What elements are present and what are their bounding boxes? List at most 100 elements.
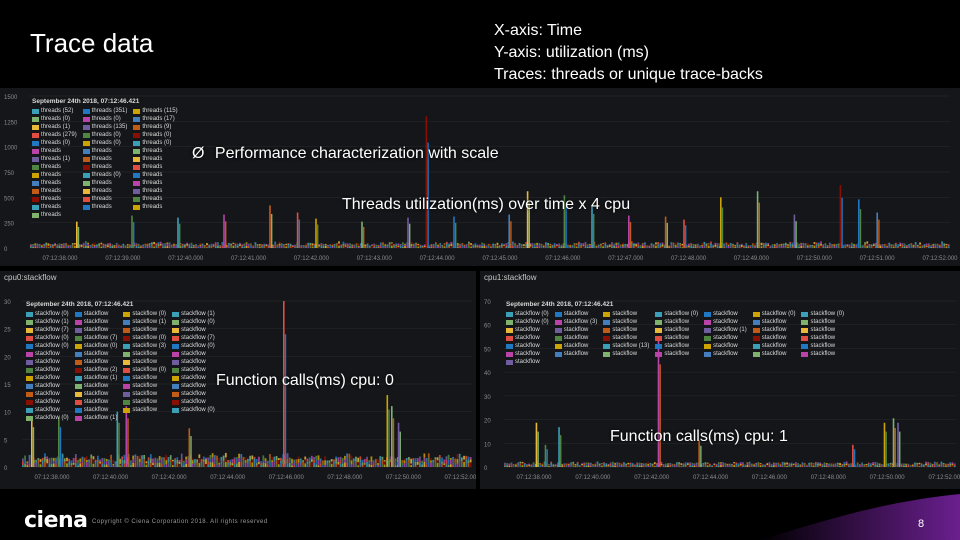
legend-entry[interactable]: stackflow [172,390,215,398]
legend-entry[interactable]: threads [32,187,77,195]
legend-entry[interactable]: stackflow [752,334,796,342]
legend-entry[interactable]: stackflow [603,318,649,326]
legend-entry[interactable]: threads (1) [32,155,77,163]
legend-entry[interactable]: stackflow [172,350,215,358]
legend-entry[interactable]: stackflow [74,382,118,390]
legend-entry[interactable]: threads [32,171,77,179]
legend-entry[interactable]: threads (1) [32,123,77,131]
legend-entry[interactable]: stackflow [603,334,649,342]
legend-entry[interactable]: threads (0) [82,171,128,179]
legend-entry[interactable]: stackflow [704,334,747,342]
legend-entry[interactable]: stackflow [704,350,747,358]
legend-entry[interactable]: threads (9) [133,123,177,131]
legend-entry[interactable]: stackflow (0) [655,310,698,318]
legend-entry[interactable]: threads (0) [82,131,128,139]
legend-entry[interactable]: stackflow [801,318,844,326]
legend-entry[interactable]: threads [82,179,128,187]
legend-entry[interactable]: stackflow [123,326,166,334]
legend-entry[interactable]: threads (0) [133,139,177,147]
legend-entry[interactable]: threads (52) [32,107,77,115]
legend-entry[interactable]: stackflow (7) [172,334,215,342]
legend-entry[interactable]: threads [32,147,77,155]
legend-entry[interactable]: stackflow [26,374,69,382]
legend-entry[interactable]: stackflow (7) [74,334,117,342]
legend-entry[interactable]: stackflow [26,366,69,374]
legend-entry[interactable]: threads [133,203,177,211]
legend-entry[interactable]: stackflow [554,310,598,318]
legend-entry[interactable]: stackflow [506,358,549,366]
legend-entry[interactable]: stackflow [123,374,166,382]
legend-entry[interactable]: threads [32,203,77,211]
legend-entry[interactable]: stackflow [74,390,118,398]
legend-entry[interactable]: stackflow [801,326,844,334]
legend-entry[interactable]: threads (0) [82,139,128,147]
legend-entry[interactable]: threads (0) [133,131,177,139]
legend-entry[interactable]: stackflow (0) [506,318,549,326]
legend-entry[interactable]: stackflow [26,382,69,390]
legend-entry[interactable]: stackflow (1) [74,374,117,382]
legend-entry[interactable]: stackflow [172,326,215,334]
legend-entry[interactable]: stackflow [74,358,118,366]
legend-entry[interactable]: stackflow [506,326,549,334]
legend-entry[interactable]: stackflow [172,374,215,382]
legend-entry[interactable]: stackflow [603,326,649,334]
legend-entry[interactable]: stackflow [752,350,796,358]
legend-entry[interactable]: stackflow [752,318,796,326]
legend-entry[interactable]: stackflow (13) [603,342,649,350]
legend-entry[interactable]: stackflow (0) [506,310,549,318]
legend-entry[interactable]: threads [133,163,177,171]
legend-entry[interactable]: threads (115) [133,107,178,115]
legend-entry[interactable]: threads [82,147,128,155]
legend-entry[interactable]: stackflow [655,342,698,350]
legend-entry[interactable]: stackflow (1) [123,318,166,326]
legend-entry[interactable]: stackflow (0) [123,366,166,374]
legend-entry[interactable]: stackflow [655,350,698,358]
legend-entry[interactable]: stackflow [554,350,598,358]
legend-entry[interactable]: stackflow (1) [704,326,747,334]
legend-entry[interactable]: stackflow [172,382,215,390]
legend-entry[interactable]: threads (279) [32,131,77,139]
legend-entry[interactable]: stackflow [506,342,549,350]
legend-entry[interactable]: stackflow (0) [26,334,69,342]
legend-entry[interactable]: threads [133,171,177,179]
legend-entry[interactable]: stackflow (0) [74,342,117,350]
legend-entry[interactable]: stackflow [704,310,747,318]
legend-entry[interactable]: stackflow [172,398,215,406]
legend-entry[interactable]: stackflow (1) [172,310,215,318]
legend-entry[interactable]: stackflow [554,334,598,342]
legend-entry[interactable]: stackflow [752,326,796,334]
legend-entry[interactable]: threads [32,195,77,203]
legend-entry[interactable]: stackflow [74,406,118,414]
legend-entry[interactable]: stackflow (0) [123,334,166,342]
legend-entry[interactable]: stackflow [801,334,844,342]
legend-entry[interactable]: threads [32,211,77,219]
legend-entry[interactable]: threads [82,203,128,211]
legend-entry[interactable]: stackflow (3) [123,342,166,350]
legend-entry[interactable]: threads [133,155,177,163]
legend-entry[interactable]: threads (17) [133,115,177,123]
legend-entry[interactable]: stackflow (1) [74,414,117,422]
legend-entry[interactable]: stackflow [506,350,549,358]
legend-entry[interactable]: stackflow (0) [26,414,69,422]
legend-entry[interactable]: stackflow [26,358,69,366]
legend-entry[interactable]: stackflow [123,390,166,398]
legend-entry[interactable]: stackflow [123,358,166,366]
legend-entry[interactable]: threads [133,195,177,203]
legend-entry[interactable]: stackflow [704,318,747,326]
legend-entry[interactable]: stackflow (0) [801,310,844,318]
legend-entry[interactable]: stackflow (0) [123,310,166,318]
legend-entry[interactable]: threads (0) [32,139,77,147]
legend-entry[interactable]: stackflow (1) [26,318,69,326]
legend-entry[interactable]: stackflow (2) [74,366,117,374]
legend-entry[interactable]: stackflow [26,398,69,406]
legend-entry[interactable]: stackflow (7) [26,326,69,334]
legend-entry[interactable]: threads (0) [32,115,77,123]
legend-entry[interactable]: threads [32,179,77,187]
legend-entry[interactable]: threads [82,195,128,203]
legend-entry[interactable]: stackflow [74,326,118,334]
legend-entry[interactable]: stackflow (0) [172,406,215,414]
legend-entry[interactable]: stackflow (3) [554,318,597,326]
legend-entry[interactable]: stackflow (0) [26,342,69,350]
legend-entry[interactable]: threads (351) [82,107,127,115]
legend-entry[interactable]: stackflow [26,406,69,414]
